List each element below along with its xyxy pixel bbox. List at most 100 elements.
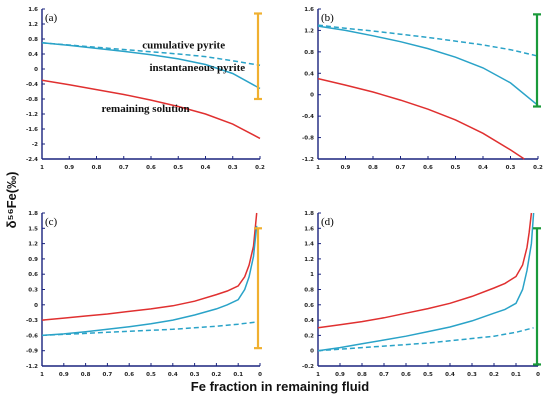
x-tick-label: 0.9: [335, 372, 345, 378]
y-tick-label: 0.6: [28, 272, 38, 278]
series-cumulative: [317, 24, 539, 57]
x-tick-label: 0.7: [379, 372, 389, 378]
x-tick-label: 0.4: [168, 372, 178, 378]
x-tick-label: 0.2: [255, 165, 265, 171]
series-remaining: [41, 212, 258, 321]
y-tick-label: -0.9: [26, 349, 38, 355]
x-tick-label: 0.3: [190, 372, 200, 378]
panel-b: 1.6 1.2 0.8 0.4 0 -0.4 -0.8 -1.21 0.9 0.8 0.7 0.6 0.…: [302, 7, 543, 171]
series-instantaneous: [317, 212, 535, 352]
y-tick-label: 1.6: [28, 7, 38, 13]
annotation-label: remaining solution: [101, 103, 189, 115]
x-tick-label: 0.6: [124, 372, 134, 378]
panel-label: (c): [45, 216, 58, 228]
y-tick-label: 1.8: [28, 211, 38, 217]
y-tick-label: -2.4: [26, 157, 38, 163]
y-tick-label: -1.2: [26, 112, 38, 118]
y-tick-label: 0.4: [28, 52, 38, 58]
x-tick-label: 0.8: [357, 372, 367, 378]
x-tick-label: 0.6: [401, 372, 411, 378]
x-tick-label: 0.3: [228, 165, 238, 171]
x-tick-label: 0.3: [506, 165, 516, 171]
y-tick-label: 1.2: [28, 242, 38, 248]
y-tick-label: 1.4: [304, 242, 314, 248]
panel-c: 1.8 1.5 1.2 0.9 0.6 0.3 0 -0.3 -0.6 -0.9 -1.21 0.9 0…: [26, 211, 262, 378]
annotation-label: instantaneous pyrite: [149, 62, 245, 74]
y-tick-label: 0.3: [28, 288, 38, 294]
series-instantaneous: [317, 25, 539, 106]
x-tick-label: 0.7: [103, 372, 113, 378]
series-instantaneous: [41, 225, 258, 337]
x-tick-label: 0.1: [511, 372, 521, 378]
x-tick-label: 1: [316, 165, 320, 171]
y-tick-label: -0.8: [302, 136, 314, 142]
x-tick-label: 0.6: [423, 165, 433, 171]
x-tick-label: 0.9: [64, 165, 74, 171]
series-cumulative: [317, 327, 534, 352]
y-tick-label: 0.8: [304, 288, 314, 294]
x-tick-label: 0.5: [423, 372, 433, 378]
y-tick-label: 1.2: [304, 257, 314, 263]
range-bar: [254, 227, 262, 350]
x-tick-label: 0.4: [478, 165, 488, 171]
x-tick-label: 1: [40, 372, 44, 378]
y-tick-label: 1.5: [28, 226, 38, 232]
y-tick-label: 0.2: [304, 333, 314, 339]
series-remaining: [317, 77, 525, 160]
x-tick-label: 0.2: [533, 165, 543, 171]
panel-label: (d): [321, 216, 334, 228]
annotation-label: cumulative pyrite: [142, 39, 225, 51]
y-tick-label: 1.6: [304, 7, 314, 13]
range-bar: [254, 12, 262, 101]
x-tick-label: 0.7: [119, 165, 129, 171]
y-tick-label: 0.9: [28, 257, 38, 263]
y-tick-label: -0.2: [302, 364, 314, 370]
y-tick-label: -0.4: [302, 114, 314, 120]
y-tick-label: 0: [310, 349, 314, 355]
series-remaining: [41, 79, 261, 140]
y-tick-label: 0.6: [304, 303, 314, 309]
range-bar: [533, 13, 541, 108]
y-tick-label: 0.4: [304, 318, 314, 324]
x-tick-label: 0.7: [396, 165, 406, 171]
x-tick-label: 0.4: [445, 372, 455, 378]
panel-a: 1.6 1.2 0.8 0.4 0 -0.4 -0.8 -1.2 -1.6 -2 -2.41 0.9 0…: [26, 7, 265, 171]
panels: 1.61.20.80.40-0.4-0.8-1.2-1.6-2-2.41 0.9 0…: [26, 7, 543, 378]
x-tick-label: 1: [316, 372, 320, 378]
x-tick-label: 0.5: [451, 165, 461, 171]
y-tick-label: 0.8: [304, 50, 314, 56]
y-tick-label: -1.2: [302, 157, 314, 163]
x-tick-label: 0.8: [81, 372, 91, 378]
y-tick-label: -0.8: [26, 97, 38, 103]
x-tick-label: 0.2: [489, 372, 499, 378]
x-tick-label: 0.2: [212, 372, 222, 378]
x-tick-label: 1: [40, 165, 44, 171]
y-tick-label: 1.6: [304, 226, 314, 232]
y-tick-label: 1.8: [304, 211, 314, 217]
x-tick-label: 0.6: [146, 165, 156, 171]
y-tick-label: 1: [310, 272, 314, 278]
y-tick-label: -2: [32, 142, 38, 148]
x-tick-label: 0.4: [201, 165, 211, 171]
x-tick-label: 0.8: [92, 165, 102, 171]
y-tick-label: 1.2: [28, 22, 38, 28]
series-cumulative: [41, 321, 256, 337]
y-tick-label: -1.6: [26, 127, 38, 133]
panel-d: 1.81.61.41.210.80.60.40.20-0.21 0.9 0.8 0.7…: [302, 211, 541, 378]
y-tick-label: 1.2: [304, 28, 314, 34]
x-tick-label: 0.5: [173, 165, 183, 171]
y-tick-label: 0: [34, 67, 38, 73]
series-remaining: [317, 212, 533, 329]
y-tick-label: 0.8: [28, 37, 38, 43]
x-axis-title: Fe fraction in remaining fluid: [191, 379, 369, 394]
y-tick-label: -1.2: [26, 364, 38, 370]
y-axis-title: δ⁵⁶Fe(‰): [4, 172, 19, 229]
y-tick-label: -0.4: [26, 82, 38, 88]
series-cumulative: [41, 42, 261, 67]
range-bar: [533, 227, 541, 366]
x-tick-label: 0.9: [341, 165, 351, 171]
x-tick-label: 0.1: [233, 372, 243, 378]
y-tick-label: -0.6: [26, 333, 38, 339]
x-tick-label: 0.9: [59, 372, 69, 378]
